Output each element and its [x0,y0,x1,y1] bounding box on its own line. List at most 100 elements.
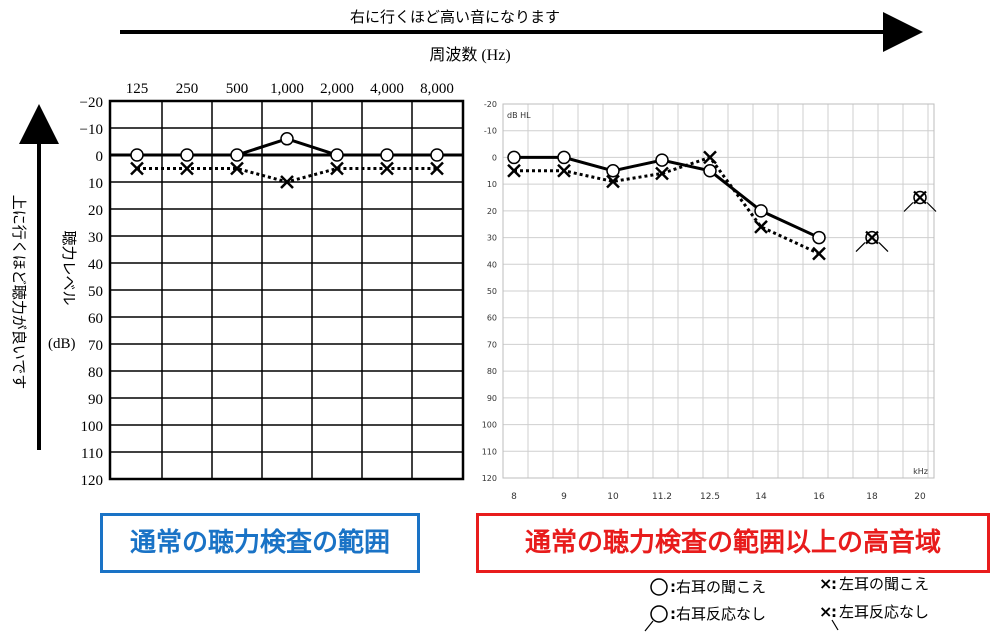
y-tick-label: 40 [88,257,103,273]
left-ear-point [230,161,244,176]
left-ear-point [703,150,717,165]
left-ear-point [180,161,194,176]
legend-right-heard: 右耳の聞こえ [676,578,766,596]
left-ear-point [330,161,344,176]
standard-range-label: 通常の聴力検査の範囲 [100,513,420,573]
right-ear-point [655,153,669,167]
left-ear-point [280,175,294,189]
left-ear-point [754,220,768,234]
y-tick-label: 40 [487,260,497,269]
legend-left-heard: 左耳の聞こえ [839,575,929,593]
y-tick-label: -20 [484,100,497,109]
legend-right-noresp-circle-icon [650,605,668,623]
no-response-point [855,230,889,252]
y-tick-label: 120 [81,473,104,489]
legend-right-mark: : [670,578,676,596]
x-tick-label: 500 [226,81,249,97]
y-tick-label: 60 [88,311,103,327]
x-tick-label: 18 [866,492,878,502]
legend-left-x-icon: × [819,574,832,593]
x-tick-label: 9 [561,492,567,502]
x-tick-label: 4,000 [370,81,404,97]
x-unit-label: kHz [913,467,928,476]
left-ear-point [507,163,521,178]
right-ear-point [180,148,194,162]
x-tick-label: 8,000 [420,81,454,97]
y-tick-label: 0 [492,153,497,162]
y-tick-label: 100 [482,421,497,430]
y-tick-label: 70 [487,340,497,349]
y-tick-label: 50 [487,287,497,296]
plot-frame [502,103,935,479]
legend: : 右耳の聞こえ × : 左耳の聞こえ : 右耳反応なし × : 左耳反応なし [644,574,929,632]
left-caption: 上に行くほど聴力が良いです [10,195,28,390]
left-ear-point [130,161,144,176]
legend-left-noresp-arrow-icon [831,619,839,631]
x-tick-label: 12.5 [700,492,720,502]
legend-left-noresp-mark: : [831,603,837,621]
x-tick-label: 125 [126,81,149,97]
right-ear-point [557,150,571,165]
y-tick-label: 70 [88,338,103,354]
y-tick-label: 10 [88,176,103,192]
standard-audiogram: −20 −10 0 10 20 30 40 50 60 70 80 90 100 110 120 125 250… [80,81,465,489]
no-response-x [865,230,879,245]
left-ear-point [430,161,444,176]
y-tick-label: −20 [80,95,103,111]
high-frequency-panel [478,94,948,514]
y-tick-label: 30 [487,234,497,243]
right-ear-point [230,148,244,162]
legend-right-noresp-arrow-icon [644,620,654,632]
plot-frame [108,99,465,481]
x-tick-label: 8 [511,492,517,502]
high-range-label: 通常の聴力検査の範囲以上の高音域 [476,513,990,573]
y-tick-label: 90 [487,394,497,403]
y-axis-unit: (dB) [48,336,76,352]
legend-left-noresp: 左耳反応なし [839,603,929,621]
y-tick-label: 110 [81,446,103,462]
high-frequency-audiogram: -20 -10 0 10 20 30 40 50 60 70 80 90 100 110 120 8 9 10 11… [482,100,937,502]
x-tick-label: 11.2 [652,492,672,502]
x-tick-label: 2,000 [320,81,354,97]
left-ear-point [380,161,394,176]
right-ear-point [703,164,717,178]
y-tick-label: 60 [487,314,497,323]
x-tick-label: 250 [176,81,199,97]
right-ear-point [812,230,826,245]
legend-right-noresp: 右耳反応なし [676,605,766,623]
left-ear-point [655,166,669,181]
left-ear-point [557,163,571,178]
right-ear-point [606,164,620,178]
x-tick-label: 20 [914,492,926,502]
y-tick-label: -10 [484,127,497,136]
no-response-x [913,190,927,205]
right-ear-point [330,148,344,162]
y-tick-label: 110 [482,447,497,456]
y-tick-label: 30 [88,230,103,246]
y-tick-label: 20 [487,207,497,216]
right-ear-point [130,148,144,162]
y-tick-label: 10 [487,180,497,189]
y-tick-label: 20 [88,203,103,219]
y-tick-label: −10 [80,122,103,138]
no-response-point [903,190,937,212]
right-ear-point [280,132,294,146]
left-ear-point [606,174,620,189]
y-tick-label: 90 [88,392,103,408]
right-ear-point [380,148,394,162]
legend-left-noresp-x-icon: × [819,602,832,621]
x-tick-label: 16 [813,492,825,502]
y-tick-label: 80 [88,365,103,381]
y-axis-title: 聴力レベル [60,230,78,305]
right-ear-point [507,150,521,165]
frequency-axis-title: 周波数 (Hz) [429,46,510,64]
right-ear-point [754,204,768,218]
y-tick-label: 100 [81,419,104,435]
y-tick-label: 120 [482,474,497,483]
x-tick-label: 14 [755,492,767,502]
y-unit-label: dB HL [507,111,531,120]
y-tick-label: 50 [88,284,103,300]
top-caption: 右に行くほど高い音になります [350,8,560,26]
x-tick-label: 1,000 [270,81,304,97]
